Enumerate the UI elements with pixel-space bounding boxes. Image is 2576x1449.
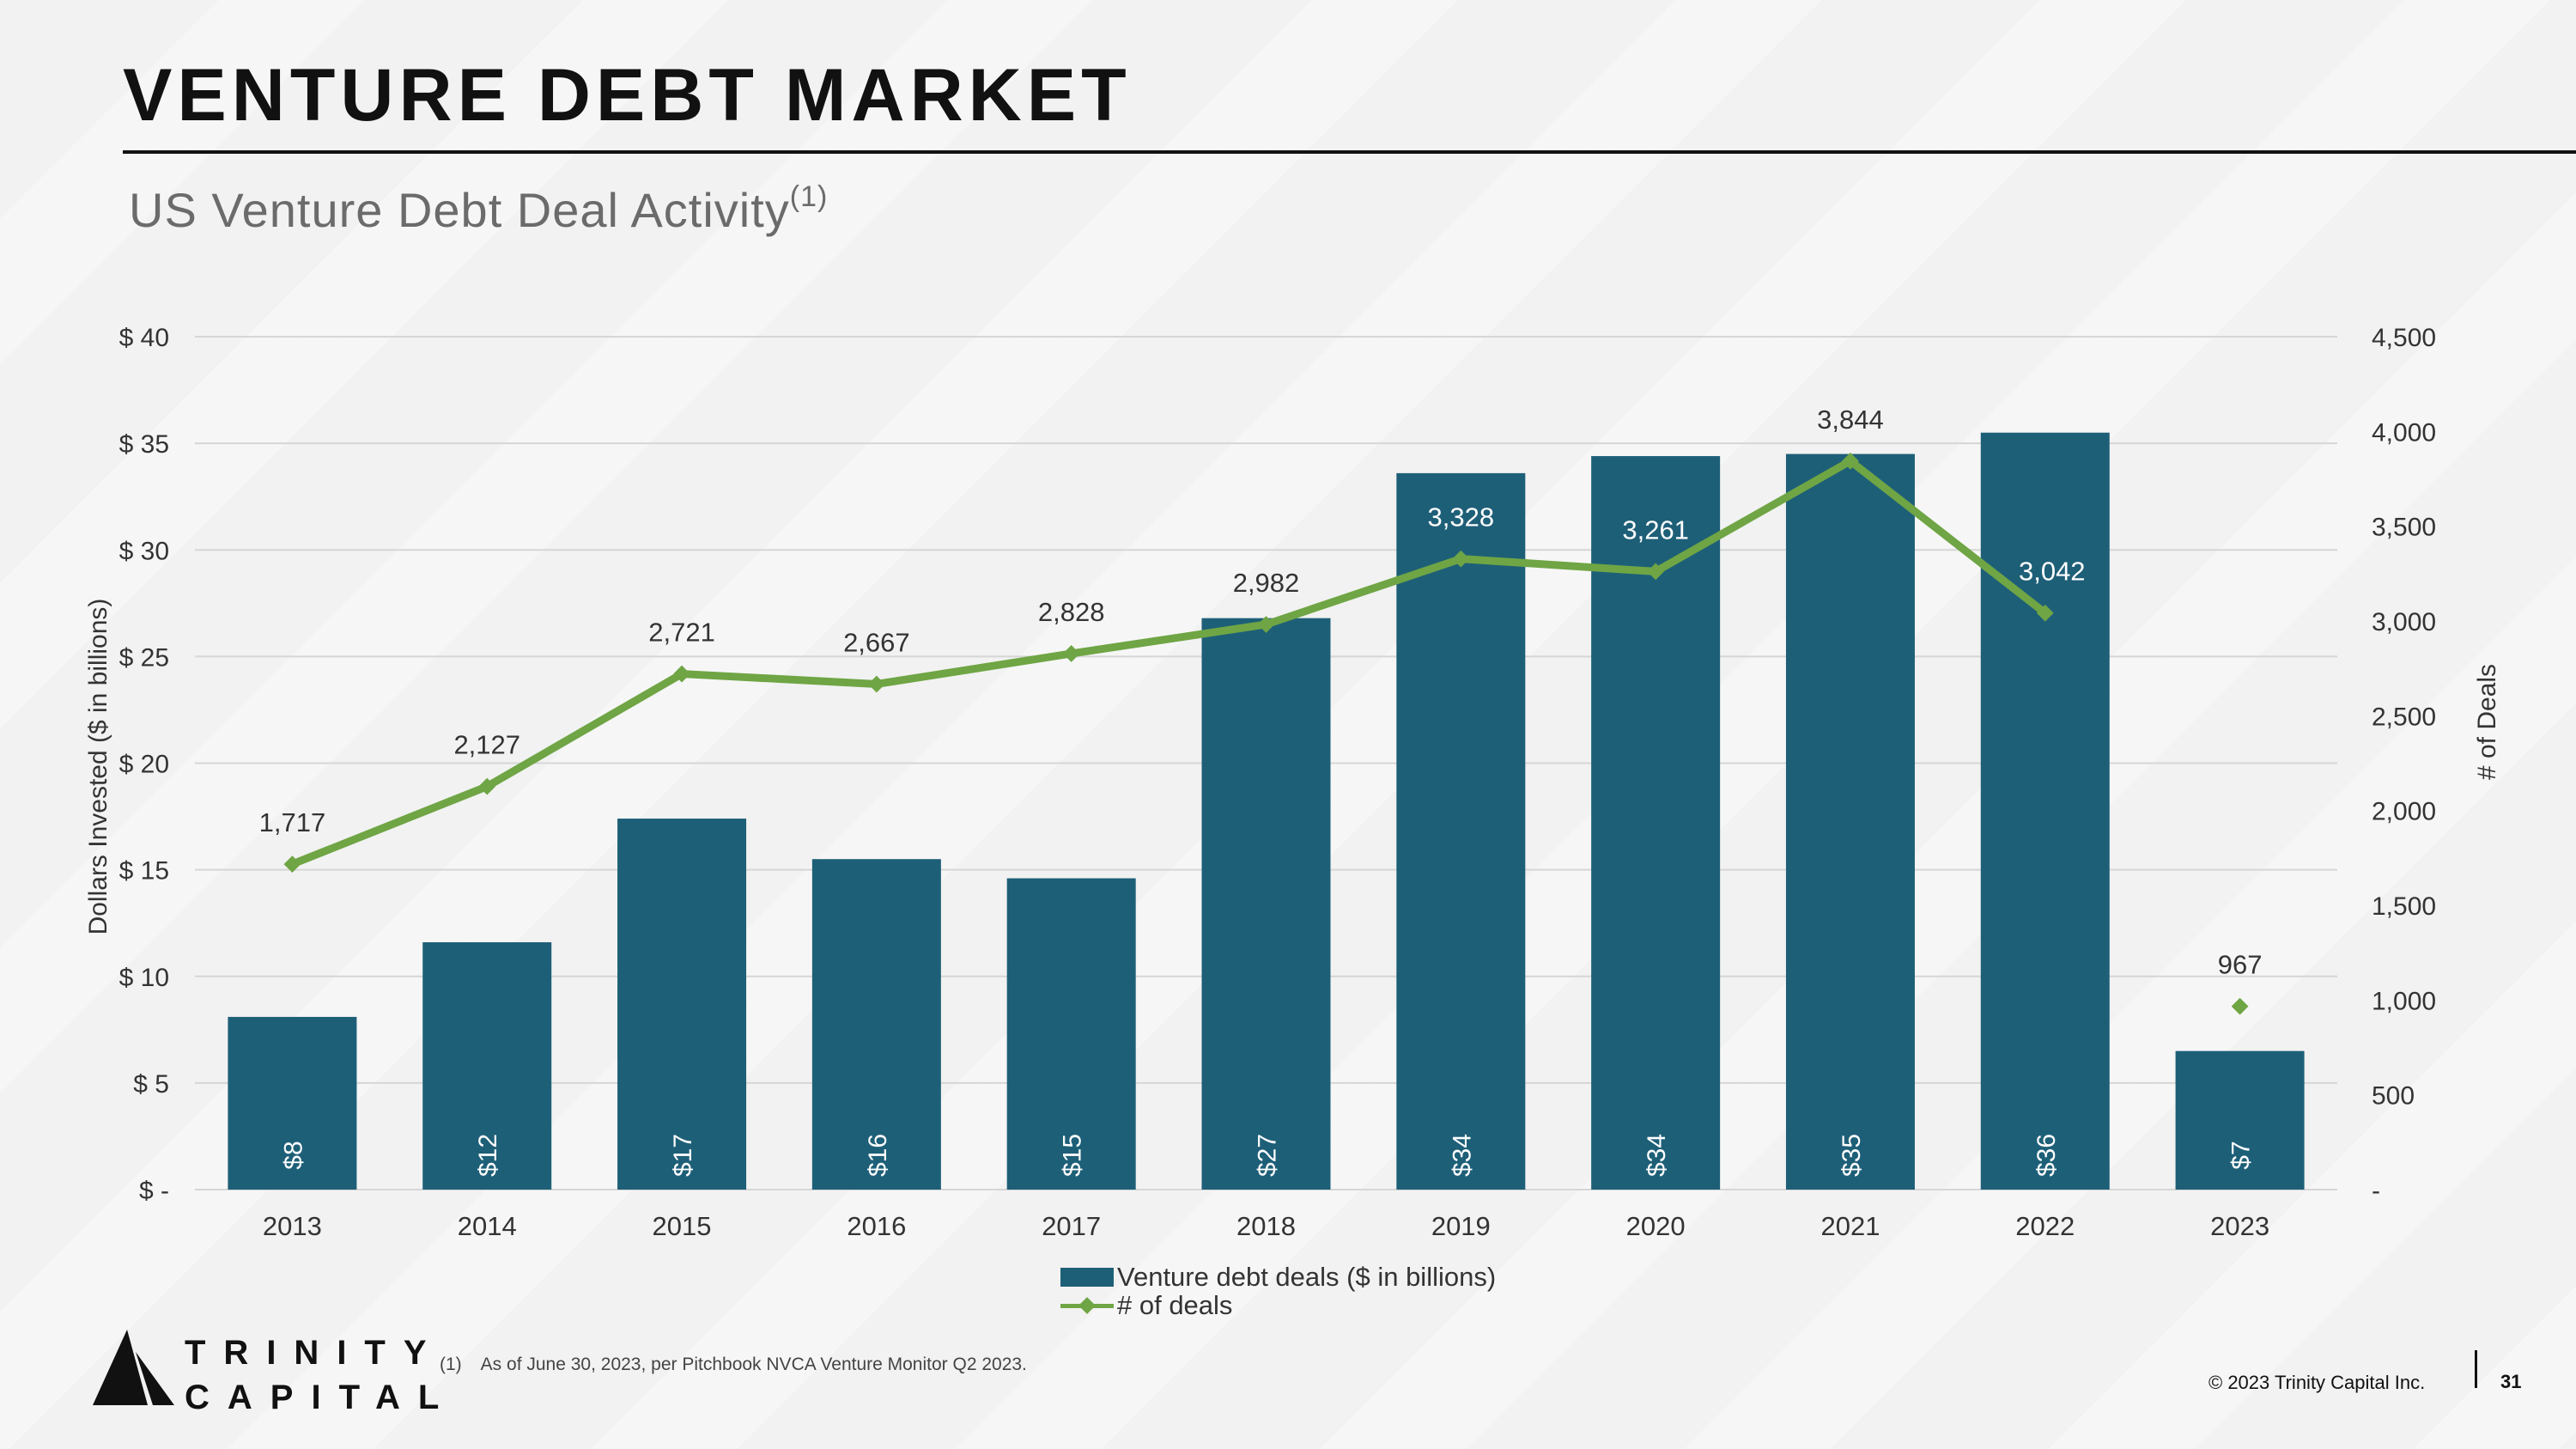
bar-value-label: $12 <box>474 1134 502 1177</box>
subtitle-footnote-ref: (1) <box>789 180 829 214</box>
bar-value-label: $15 <box>1059 1134 1087 1177</box>
deals-value-label: 2,828 <box>1038 597 1105 627</box>
y-tick-label: $ 10 <box>119 964 169 992</box>
bar-value-label: $34 <box>1448 1134 1476 1177</box>
page-title: VENTURE DEBT MARKET <box>123 54 1132 137</box>
deals-line <box>290 457 2048 868</box>
bar-value-label: $16 <box>864 1134 892 1177</box>
deals-point <box>1452 550 1470 568</box>
y2-tick-label: 3,000 <box>2372 608 2436 636</box>
y-tick-label: $ 25 <box>119 643 169 672</box>
deals-point <box>1257 616 1275 633</box>
bar <box>617 819 747 1190</box>
legend-item-line: # of deals <box>1060 1289 1496 1320</box>
bar <box>1785 454 1915 1190</box>
y-tick-label: $ 40 <box>119 324 169 352</box>
y2-tick-label: 1,000 <box>2372 987 2436 1015</box>
deals-value-label: 2,667 <box>843 627 910 657</box>
bar-value-label: $27 <box>1254 1134 1282 1177</box>
subtitle-text: US Venture Debt Deal Activity <box>129 183 790 237</box>
logo-line-1: TRINITY <box>185 1334 445 1372</box>
y2-tick-label: 500 <box>2372 1082 2415 1111</box>
deals-value-label: 2,127 <box>453 730 520 760</box>
deals-point <box>867 675 885 693</box>
deals-point <box>2231 997 2249 1015</box>
y2-tick-label: 2,000 <box>2372 798 2436 826</box>
legend-line-label: # of deals <box>1117 1289 1233 1320</box>
legend-line-swatch <box>1060 1296 1114 1315</box>
footnote: (1) As of June 30, 2023, per Pitchbook NV… <box>440 1355 1027 1375</box>
y-tick-label: $ 5 <box>133 1070 169 1099</box>
bar-value-label: $34 <box>1643 1134 1671 1177</box>
y2-tick-label: 4,000 <box>2372 418 2436 447</box>
legend-bar-label: Venture debt deals ($ in billions) <box>1117 1261 1497 1292</box>
deals-value-label: 3,844 <box>1817 405 1884 435</box>
title-divider <box>123 150 2576 154</box>
y-tick-label: $ 35 <box>119 430 169 459</box>
deals-value-label: 3,042 <box>2019 557 2086 587</box>
deals-point <box>1842 452 1859 470</box>
bar-value-label: $35 <box>1838 1134 1866 1177</box>
y-tick-label: $ - <box>139 1177 169 1205</box>
legend-item-bars: Venture debt deals ($ in billions) <box>1060 1261 1497 1292</box>
bar-value-label: $36 <box>2032 1134 2061 1177</box>
deals-point <box>283 855 301 874</box>
bar <box>811 859 941 1190</box>
bar-value-label: $7 <box>2227 1141 2256 1169</box>
x-tick-label: 2014 <box>458 1211 517 1241</box>
deals-point <box>2036 604 2054 622</box>
deals-point <box>673 665 690 683</box>
logo-line-2: CAPITAL <box>185 1379 458 1416</box>
bar <box>1980 432 2110 1190</box>
trinity-logo-icon <box>93 1330 174 1405</box>
bar-value-label: $17 <box>669 1134 697 1177</box>
bar <box>2175 1050 2305 1190</box>
deals-point <box>478 777 496 795</box>
deals-point <box>1062 645 1080 662</box>
page-number: 31 <box>2500 1371 2522 1392</box>
footnote-number: (1) <box>440 1355 462 1374</box>
deals-value-label: 2,982 <box>1233 568 1300 598</box>
footnote-text: As of June 30, 2023, per Pitchbook NVCA … <box>480 1355 1027 1374</box>
y2-tick-label: - <box>2372 1177 2380 1205</box>
bar <box>422 942 552 1190</box>
bar <box>228 1016 357 1190</box>
y2-tick-label: 4,500 <box>2372 324 2436 352</box>
x-tick-label: 2017 <box>1042 1211 1101 1241</box>
page-number-divider <box>2475 1350 2477 1388</box>
x-tick-label: 2023 <box>2210 1211 2269 1241</box>
y-tick-label: $ 20 <box>119 751 169 779</box>
deals-value-label: 3,261 <box>1622 514 1689 545</box>
copyright: © 2023 Trinity Capital Inc. <box>2208 1372 2426 1393</box>
x-tick-label: 2019 <box>1431 1211 1491 1241</box>
bar-value-label: $8 <box>279 1141 307 1169</box>
bar <box>1396 472 1526 1190</box>
x-tick-label: 2013 <box>263 1211 322 1241</box>
x-tick-label: 2016 <box>847 1211 906 1241</box>
y-tick-label: $ 30 <box>119 537 169 565</box>
bar <box>1201 618 1331 1190</box>
chart-subtitle: US Venture Debt Deal Activity(1) <box>129 180 829 238</box>
deals-value-label: 2,721 <box>648 618 715 648</box>
x-tick-label: 2018 <box>1236 1211 1296 1241</box>
chart-legend: Venture debt deals ($ in billions) # of … <box>1060 1261 1497 1320</box>
x-tick-label: 2021 <box>1820 1211 1880 1241</box>
y-axis-title: Dollars Invested ($ in billions) <box>84 599 112 935</box>
x-tick-label: 2015 <box>653 1211 712 1241</box>
logo-wordmark: TRINITY CAPITAL <box>185 1330 457 1420</box>
y2-tick-label: 3,500 <box>2372 514 2436 542</box>
x-tick-label: 2022 <box>2015 1211 2075 1241</box>
deals-value-label: 3,328 <box>1428 502 1495 533</box>
x-tick-label: 2020 <box>1626 1211 1686 1241</box>
y2-axis-title: # of Deals <box>2473 664 2501 780</box>
bar <box>1006 878 1136 1190</box>
deals-value-label: 967 <box>2218 950 2263 980</box>
deals-value-label: 1,717 <box>259 807 326 837</box>
y-tick-label: $ 15 <box>119 857 169 886</box>
y2-tick-label: 1,500 <box>2372 892 2436 921</box>
legend-bar-swatch <box>1060 1267 1114 1287</box>
deals-point <box>1647 563 1665 581</box>
y2-tick-label: 2,500 <box>2372 703 2436 731</box>
